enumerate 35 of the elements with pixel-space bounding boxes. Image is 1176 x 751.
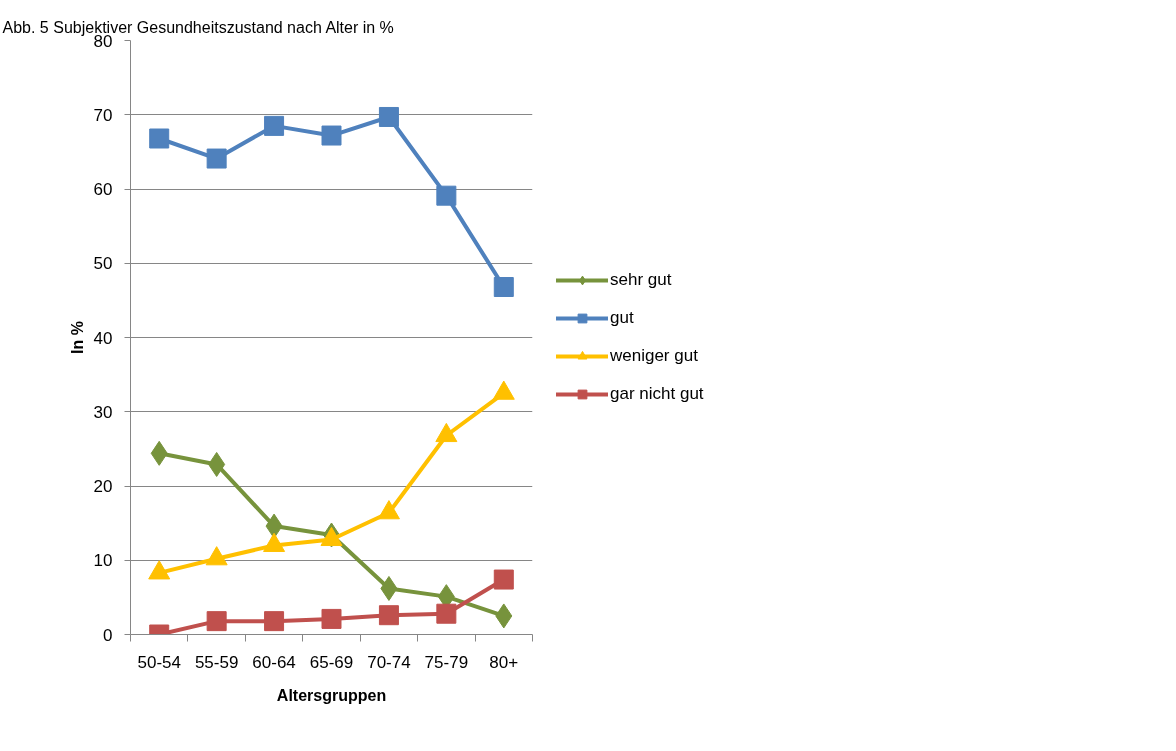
x-tick-label: 60-64 — [252, 652, 296, 672]
point — [264, 115, 285, 136]
legend-label: weniger gut — [610, 346, 698, 366]
x-tick-label: 75-79 — [424, 652, 469, 672]
x-axis-title: Altersgruppen — [276, 686, 387, 704]
y-axis-title: In % — [68, 321, 86, 354]
legend-label: sehr gut — [610, 270, 672, 290]
legend-label: gut — [610, 308, 634, 328]
x-tick-label: 65-69 — [309, 652, 354, 672]
y-tick-label: 0 — [103, 625, 113, 645]
x-tick-label: 80+ — [489, 652, 519, 672]
y-tick-label: 20 — [93, 477, 113, 496]
point — [149, 128, 170, 149]
x-tick-label: 50-54 — [137, 652, 181, 672]
point — [493, 569, 514, 590]
point — [321, 608, 342, 629]
y-tick-label: 60 — [93, 180, 113, 199]
y-tick-label: 10 — [93, 551, 113, 571]
point — [206, 148, 227, 169]
point — [264, 611, 285, 632]
point — [321, 125, 342, 146]
point — [436, 603, 457, 624]
x-tick-label: 70-74 — [367, 652, 411, 672]
point — [206, 611, 227, 632]
x-tick-label: 55-59 — [194, 652, 239, 672]
chart-title: Abb. 5 Subjektiver Gesundheitszustand nach Alter in % — [2, 18, 394, 36]
point — [378, 106, 399, 127]
y-tick-label: 70 — [93, 105, 113, 125]
point — [493, 277, 514, 298]
legend-label: gar nicht gut — [610, 384, 704, 404]
y-tick-label: 30 — [93, 402, 113, 422]
point — [436, 185, 457, 206]
point — [378, 605, 399, 626]
y-tick-label: 40 — [93, 328, 113, 348]
y-tick-label: 50 — [93, 254, 113, 274]
